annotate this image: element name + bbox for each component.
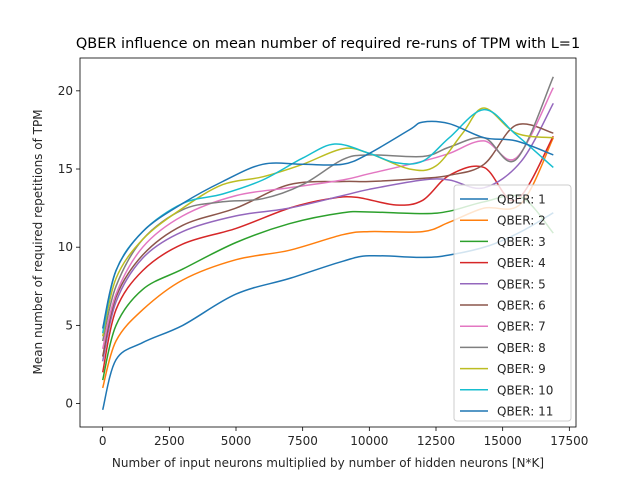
y-axis: 0 5 10 15 20: [58, 84, 80, 411]
x-tick-label: 12500: [417, 434, 455, 448]
x-axis-label: Number of input neurons multiplied by nu…: [112, 456, 544, 470]
legend-entry: QBER: 1: [497, 193, 546, 207]
legend-entry: QBER: 6: [497, 299, 546, 313]
legend-entry: QBER: 11: [497, 405, 553, 419]
legend: QBER: 1 QBER: 2 QBER: 3 QBER: 4 QBER: 5 QBER:…: [453, 184, 572, 422]
legend-entry: QBER: 3: [497, 235, 546, 249]
series-line-qber-7: [101, 87, 554, 349]
series-line-qber-4: [101, 135, 554, 373]
plot-lines: [101, 76, 554, 410]
y-tick-label: 5: [65, 318, 73, 332]
legend-entry: QBER: 10: [497, 383, 553, 397]
chart-title: QBER influence on mean number of require…: [76, 36, 580, 52]
y-tick-label: 15: [58, 162, 73, 176]
x-tick-label: 17500: [550, 434, 588, 448]
y-axis-label: Mean number of required repetitions of T…: [31, 109, 45, 374]
y-tick-label: 20: [58, 84, 73, 98]
x-tick-label: 0: [99, 434, 107, 448]
legend-entry: QBER: 4: [497, 256, 546, 270]
plot-frame: [79, 57, 577, 428]
legend-entry: QBER: 5: [497, 277, 546, 291]
legend-entry: QBER: 8: [497, 341, 546, 355]
x-tick-label: 2500: [154, 434, 185, 448]
y-tick-label: 0: [65, 397, 73, 411]
legend-box: [453, 184, 572, 422]
x-tick-label: 7500: [287, 434, 318, 448]
x-tick-label: 15000: [484, 434, 522, 448]
legend-entry: QBER: 9: [497, 362, 546, 376]
legend-entry: QBER: 2: [497, 214, 546, 228]
legend-entry: QBER: 7: [497, 320, 546, 334]
x-tick-label: 5000: [221, 434, 252, 448]
x-tick-label: 10000: [350, 434, 388, 448]
series-line-qber-11: [101, 120, 554, 329]
y-tick-label: 10: [58, 240, 73, 254]
series-line-qber-6: [101, 123, 554, 357]
x-axis: 0 2500 5000 7500 10000 12500 15000 17500: [99, 427, 588, 448]
